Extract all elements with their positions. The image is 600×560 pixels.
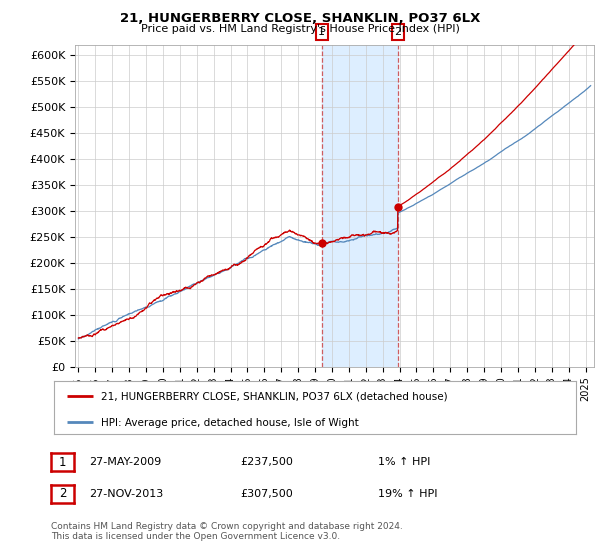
Text: 1% ↑ HPI: 1% ↑ HPI xyxy=(378,457,430,467)
Text: 1: 1 xyxy=(319,27,325,37)
Text: 21, HUNGERBERRY CLOSE, SHANKLIN, PO37 6LX: 21, HUNGERBERRY CLOSE, SHANKLIN, PO37 6L… xyxy=(120,12,480,25)
Text: Contains HM Land Registry data © Crown copyright and database right 2024.
This d: Contains HM Land Registry data © Crown c… xyxy=(51,522,403,542)
Text: 19% ↑ HPI: 19% ↑ HPI xyxy=(378,489,437,499)
Text: £307,500: £307,500 xyxy=(240,489,293,499)
Text: £237,500: £237,500 xyxy=(240,457,293,467)
Text: 27-NOV-2013: 27-NOV-2013 xyxy=(89,489,163,499)
Text: 2: 2 xyxy=(394,27,401,37)
Bar xyxy=(322,45,398,367)
Text: 21, HUNGERBERRY CLOSE, SHANKLIN, PO37 6LX (detached house): 21, HUNGERBERRY CLOSE, SHANKLIN, PO37 6L… xyxy=(101,392,448,402)
Text: Price paid vs. HM Land Registry's House Price Index (HPI): Price paid vs. HM Land Registry's House … xyxy=(140,24,460,34)
Text: 27-MAY-2009: 27-MAY-2009 xyxy=(89,457,161,467)
Text: 2: 2 xyxy=(59,487,66,501)
Text: 1: 1 xyxy=(59,455,66,469)
Text: HPI: Average price, detached house, Isle of Wight: HPI: Average price, detached house, Isle… xyxy=(101,418,359,428)
